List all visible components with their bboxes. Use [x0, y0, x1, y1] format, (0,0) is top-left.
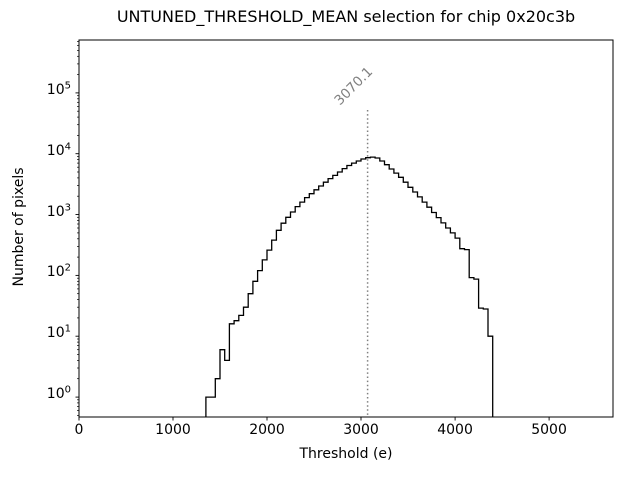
y-tick-label: 101: [46, 323, 71, 342]
x-tick-label: 2000: [249, 422, 285, 438]
chart-title: UNTUNED_THRESHOLD_MEAN selection for chi…: [116, 7, 576, 26]
x-tick-label: 0: [74, 422, 84, 438]
y-tick-label: 105: [46, 80, 71, 98]
y-tick-label: 103: [46, 201, 71, 220]
histogram-step-line: [205, 156, 494, 417]
x-axis-title: Threshold (e): [299, 446, 393, 462]
x-tick-label: 1000: [155, 422, 191, 438]
y-tick-label: 100: [46, 384, 71, 403]
axes-frame: [78, 39, 614, 418]
x-tick-label: 5000: [531, 422, 567, 438]
y-tick-label: 102: [46, 262, 71, 281]
x-tick-label: 4000: [437, 422, 473, 438]
y-tick-label: 104: [46, 141, 71, 159]
x-tick-label: 3000: [343, 422, 379, 438]
